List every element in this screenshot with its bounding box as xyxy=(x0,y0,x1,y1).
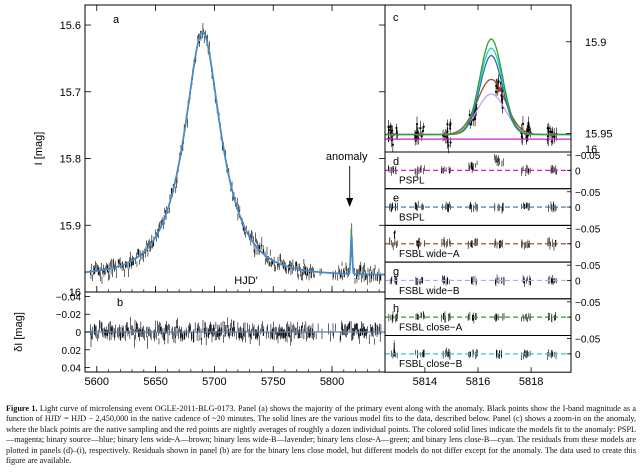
x-tick-label: 5800 xyxy=(320,376,344,388)
x-tick-label: 5818 xyxy=(519,376,543,388)
y-tick-label: 0 xyxy=(575,166,581,177)
zoom-data-dot xyxy=(521,122,525,125)
x-tick-label: 5700 xyxy=(202,376,226,388)
y-tick-label: 15.7 xyxy=(60,87,81,99)
y-tick-label: 15.9 xyxy=(585,37,606,49)
model-label-fsbl-wide-b: FSBL wide−B xyxy=(399,286,460,297)
zoom-data-dot xyxy=(449,141,452,144)
y-tick-label: 0 xyxy=(575,350,581,361)
zoom-data-dot xyxy=(415,122,419,126)
y-tick-label: −0.02 xyxy=(56,310,82,321)
panel-letter-c: c xyxy=(393,12,399,24)
y-tick-label: −0.05 xyxy=(575,298,601,309)
y-tick-label: 0 xyxy=(575,313,581,324)
y-tick-label: −0.05 xyxy=(575,188,601,199)
panel-f-data xyxy=(385,236,571,251)
x-tick-label: 5750 xyxy=(261,376,285,388)
y-tick-label: 0 xyxy=(575,203,581,214)
y-tick-label: 15.9 xyxy=(60,220,81,232)
model-label-bspl: BSPL xyxy=(399,212,425,223)
model-label-fsbl-close-a: FSBL close−A xyxy=(399,323,463,334)
panel-g-data xyxy=(385,274,571,287)
panel-a-frame xyxy=(84,4,386,293)
y-tick-label: 0.02 xyxy=(62,346,82,357)
zoom-data-dot xyxy=(390,130,393,133)
zoom-data-dot xyxy=(548,130,552,133)
panel-d-data xyxy=(385,154,571,178)
zoom-data-dot xyxy=(446,123,449,126)
y-tick-label: 15.6 xyxy=(60,20,81,32)
model-curve-fsbl-close-a xyxy=(385,38,571,136)
zoom-data-dot xyxy=(415,131,418,135)
y-axis-label-a: I [mag] xyxy=(33,132,45,166)
panel-c-frame xyxy=(384,4,572,153)
caption-label: Figure 1. xyxy=(6,404,38,413)
zoom-data-dot xyxy=(448,124,452,127)
panel-i-data xyxy=(385,347,571,361)
anomaly-annotation: anomaly xyxy=(326,151,368,163)
data-layer xyxy=(84,22,571,361)
y-tick-label: 16 xyxy=(69,287,81,299)
zoom-data-dot xyxy=(389,125,392,129)
x-tick-label: 5816 xyxy=(466,376,490,388)
zoom-data-dot xyxy=(494,90,498,93)
zoom-data-dot xyxy=(526,128,530,131)
zoom-data-dot xyxy=(420,135,423,138)
y-tick-label: −0.05 xyxy=(575,224,601,235)
y-tick-label: 0 xyxy=(575,276,581,287)
y-tick-label: −0.04 xyxy=(56,292,82,303)
model-label-pspl: PSPL xyxy=(399,176,425,187)
panel-h-data xyxy=(385,310,571,324)
caption-text: Light curve of microlensing event OGLE-2… xyxy=(6,404,636,466)
y-tick-label: 16 xyxy=(585,144,597,156)
zoom-data-dot xyxy=(419,127,422,130)
y-tick-label: −0.05 xyxy=(575,261,601,272)
panel-letter: d xyxy=(393,156,399,168)
panel-c-data xyxy=(385,38,571,154)
zoom-data-dot xyxy=(546,127,549,130)
panel-letter-b: b xyxy=(117,297,123,309)
zoom-data-dot xyxy=(469,122,472,126)
y-tick-label: −0.05 xyxy=(575,335,601,346)
x-tick-label: 5814 xyxy=(413,376,437,388)
y-tick-label: 0 xyxy=(575,240,581,251)
zoom-data-dot xyxy=(474,117,477,121)
panel-letter-a: a xyxy=(113,14,120,26)
zoom-data-dot xyxy=(391,143,394,146)
panel-e-data xyxy=(385,200,571,214)
zoom-data-dot xyxy=(527,122,530,125)
anomaly-arrow-head xyxy=(346,198,354,207)
panel-letter: i xyxy=(393,340,395,352)
y-tick-label: 15.95 xyxy=(585,129,613,141)
zoom-data-dot xyxy=(421,130,424,133)
panel-letter: f xyxy=(393,229,397,241)
panel-a-data xyxy=(84,22,385,285)
zoom-data-dot xyxy=(497,80,500,83)
y-tick-label: 15.8 xyxy=(60,154,81,166)
x-tick-label: 5650 xyxy=(143,376,167,388)
panel-letter: h xyxy=(393,303,399,315)
y-tick-label: 0 xyxy=(75,328,81,339)
model-label-fsbl-close-b: FSBL close−B xyxy=(399,359,463,370)
model-label-fsbl-wide-a: FSBL wide−A xyxy=(399,249,460,260)
y-axis-label-b: δI [mag] xyxy=(13,312,25,352)
panel-letter: e xyxy=(393,193,399,205)
zoom-data-dot xyxy=(472,118,475,122)
panel-letter: g xyxy=(393,266,399,278)
model-curve xyxy=(84,30,385,276)
y-tick-label: −0.05 xyxy=(575,151,601,162)
y-tick-label: 0.04 xyxy=(62,364,82,375)
model-curve-fsbl-close-b xyxy=(385,47,571,136)
model-curve-bspl xyxy=(385,54,571,136)
zoom-data-dot xyxy=(446,141,449,144)
zoom-data-dot xyxy=(395,132,398,135)
x-tick-label: 5600 xyxy=(85,376,109,388)
figure-caption: Figure 1. Light curve of microlensing ev… xyxy=(6,404,636,466)
x-axis-label: HJD′ xyxy=(234,275,257,287)
panel-b-data xyxy=(85,316,385,349)
zoom-data-dot xyxy=(387,125,390,129)
